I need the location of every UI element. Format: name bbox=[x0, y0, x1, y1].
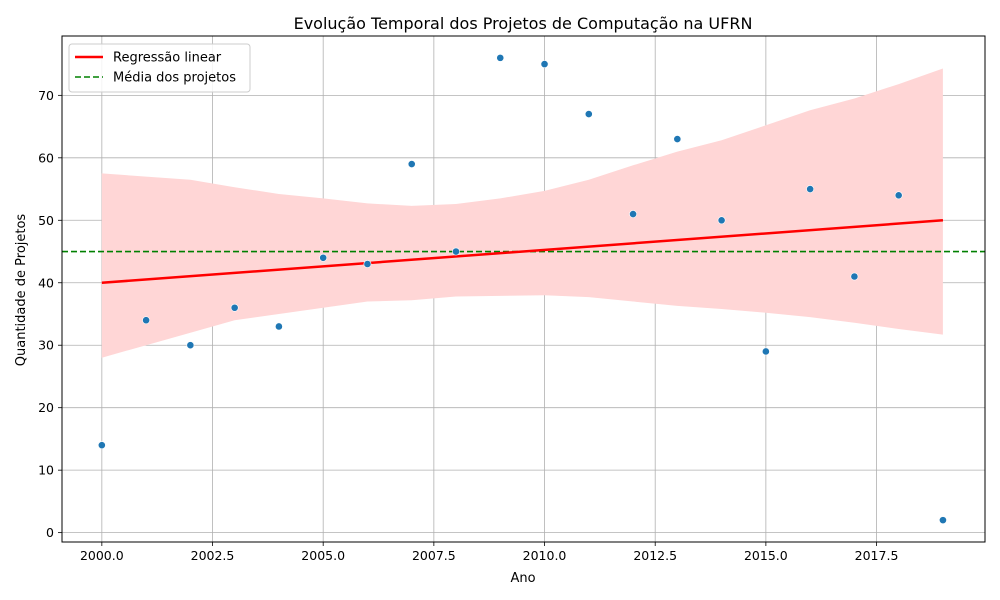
tick-layer: 2000.0 2002.5 2005.0 2007.5 2010.0 2012.5 2015… bbox=[38, 88, 898, 563]
y-tick-label: 40 bbox=[38, 275, 54, 290]
chart-title: Evolução Temporal dos Projetos de Comput… bbox=[294, 14, 753, 33]
confidence-band bbox=[101, 68, 943, 358]
x-tick-label: 2007.5 bbox=[412, 548, 456, 563]
data-point bbox=[894, 191, 903, 200]
data-point bbox=[363, 260, 372, 268]
data-point bbox=[939, 516, 947, 525]
data-point bbox=[496, 53, 505, 62]
legend: Regressão linear Média dos projetos bbox=[68, 43, 251, 93]
x-tick-label: 2005.0 bbox=[301, 548, 345, 563]
legend-mean-label: Média dos projetos bbox=[113, 71, 236, 86]
data-point bbox=[275, 322, 283, 331]
data-point bbox=[142, 316, 151, 325]
legend-box bbox=[68, 43, 251, 93]
x-tick-label: 2000.0 bbox=[80, 548, 124, 563]
data-point bbox=[584, 110, 593, 118]
y-axis-title: Quantidade de Projetos bbox=[14, 214, 29, 367]
data-point bbox=[717, 216, 726, 225]
regression-line bbox=[101, 219, 944, 284]
x-tick-label: 2010.0 bbox=[523, 548, 567, 563]
data-point bbox=[540, 60, 549, 69]
confidence-band-layer bbox=[101, 68, 943, 358]
data-point bbox=[186, 341, 195, 350]
data-point bbox=[230, 303, 239, 312]
x-tick-label: 2017.5 bbox=[855, 548, 899, 563]
x-tick-label: 2002.5 bbox=[191, 548, 235, 563]
y-tick-label: 50 bbox=[38, 213, 54, 228]
data-point bbox=[629, 210, 637, 218]
data-point bbox=[407, 160, 416, 168]
data-point bbox=[806, 185, 815, 193]
legend-regression-label: Regressão linear bbox=[113, 51, 222, 66]
data-point bbox=[673, 135, 682, 143]
y-tick-label: 30 bbox=[38, 338, 54, 353]
y-tick-label: 60 bbox=[38, 150, 54, 165]
line-layer bbox=[62, 219, 985, 284]
data-point bbox=[319, 253, 328, 262]
x-tick-label: 2015.0 bbox=[744, 548, 788, 563]
x-axis-title: Ano bbox=[510, 571, 535, 586]
data-point bbox=[97, 441, 106, 450]
y-tick-label: 0 bbox=[46, 525, 54, 540]
y-tick-label: 20 bbox=[38, 400, 54, 415]
data-point bbox=[452, 247, 460, 256]
x-tick-label: 2012.5 bbox=[633, 548, 677, 563]
y-tick-label: 70 bbox=[38, 88, 54, 103]
data-point bbox=[850, 272, 859, 281]
data-point bbox=[761, 347, 770, 356]
points-layer bbox=[97, 53, 947, 525]
plot-frame bbox=[61, 35, 986, 543]
y-tick-label: 10 bbox=[38, 463, 54, 478]
